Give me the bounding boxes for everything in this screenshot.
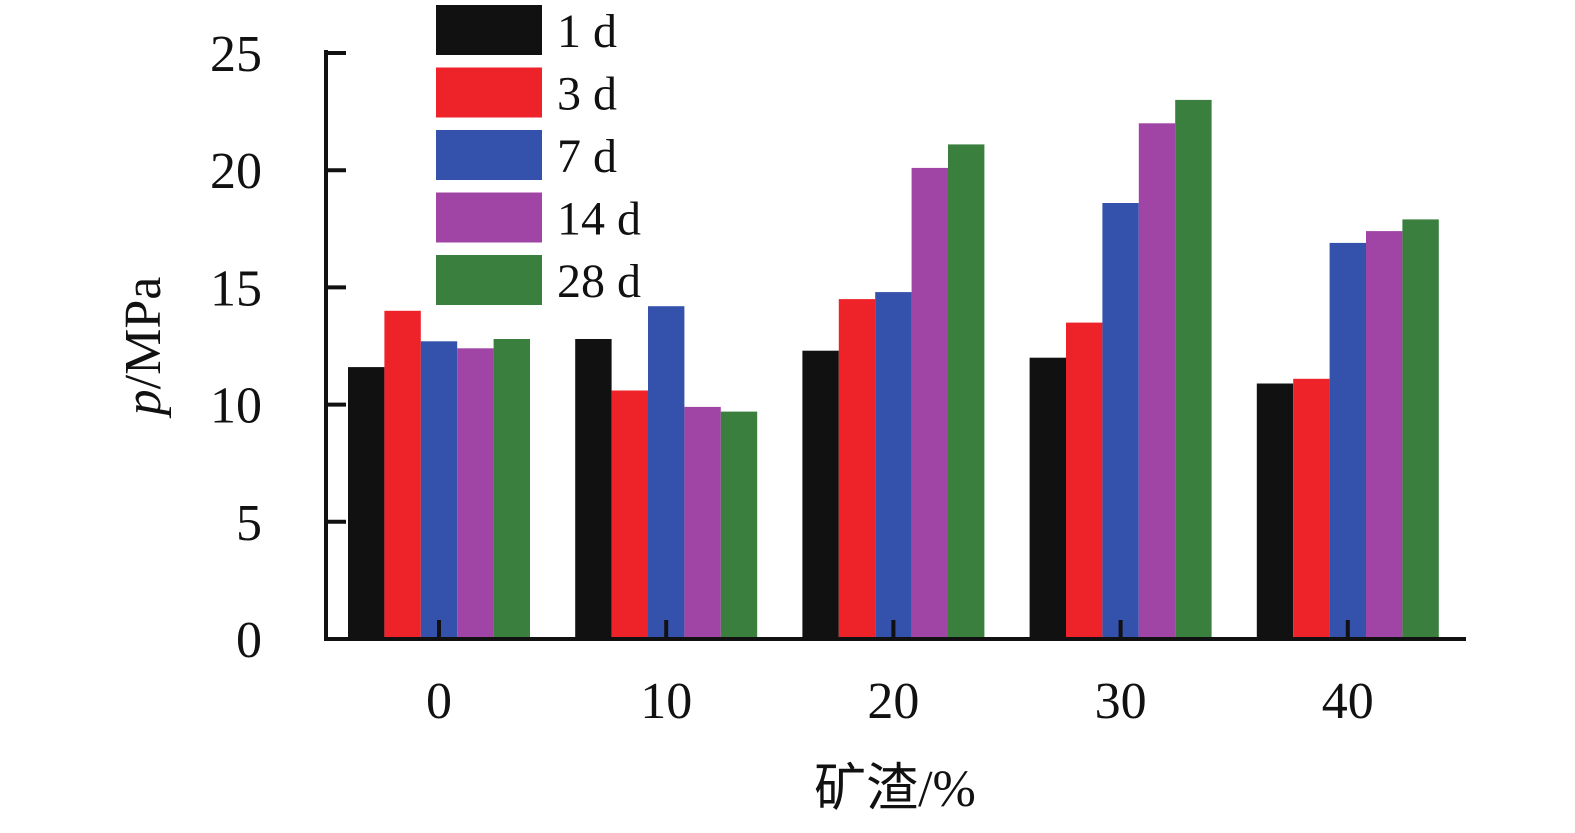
- bar: [348, 367, 385, 639]
- bar: [1366, 231, 1403, 639]
- y-tick-label: 0: [236, 612, 262, 669]
- legend-label: 1 d: [557, 5, 617, 58]
- x-tick-label: 20: [867, 673, 919, 730]
- x-tick-label: 0: [426, 673, 452, 730]
- x-ticks: 0 10 20 30 40: [426, 620, 1374, 730]
- bar: [384, 310, 421, 639]
- bar: [457, 348, 494, 639]
- y-ticks: 0 5 10 15 20 25: [210, 26, 346, 669]
- bar: [1329, 242, 1366, 639]
- legend-label: 28 d: [557, 255, 641, 308]
- x-tick-label: 30: [1095, 673, 1147, 730]
- bar: [611, 390, 648, 639]
- y-tick-label: 10: [210, 378, 262, 435]
- bar: [1066, 322, 1103, 639]
- x-axis-title: 矿渣/%: [814, 761, 976, 818]
- bar: [575, 339, 612, 639]
- legend-swatch: [436, 255, 542, 305]
- bar: [1102, 203, 1139, 639]
- y-tick-label: 15: [210, 260, 262, 317]
- bar: [875, 292, 912, 639]
- legend-swatch: [436, 192, 542, 243]
- y-axis-title-symbol: p: [115, 389, 172, 419]
- bars-layer: [348, 99, 1439, 640]
- x-tick-label: 10: [640, 673, 692, 730]
- legend-swatch: [436, 130, 542, 180]
- bar: [1293, 378, 1330, 639]
- y-tick-label: 20: [210, 143, 262, 200]
- legend-swatch: [436, 5, 542, 55]
- bar: [684, 406, 721, 639]
- bar: [1175, 99, 1212, 639]
- bar: [1402, 219, 1439, 639]
- legend-label: 3 d: [557, 68, 617, 121]
- bar: [1029, 357, 1066, 639]
- legend-label: 7 d: [557, 130, 617, 183]
- bar: [838, 299, 876, 639]
- y-tick-label: 25: [210, 26, 262, 83]
- legend-swatch: [436, 67, 542, 118]
- bar: [1138, 123, 1176, 640]
- bar: [948, 144, 985, 639]
- y-tick-label: 5: [236, 495, 262, 552]
- legend: 1 d 3 d 7 d 14 d 28 d: [436, 5, 641, 308]
- bar: [720, 411, 758, 639]
- bar: [493, 339, 530, 639]
- bar: [420, 341, 458, 639]
- bar: [648, 306, 685, 639]
- y-axis-title: p/MPa: [115, 277, 172, 420]
- legend-label: 14 d: [557, 193, 641, 246]
- bar: [802, 350, 839, 639]
- y-axis-title-unit: /MPa: [115, 277, 172, 390]
- bar: [911, 167, 948, 639]
- x-tick-label: 40: [1322, 673, 1374, 730]
- bar: [1256, 383, 1294, 639]
